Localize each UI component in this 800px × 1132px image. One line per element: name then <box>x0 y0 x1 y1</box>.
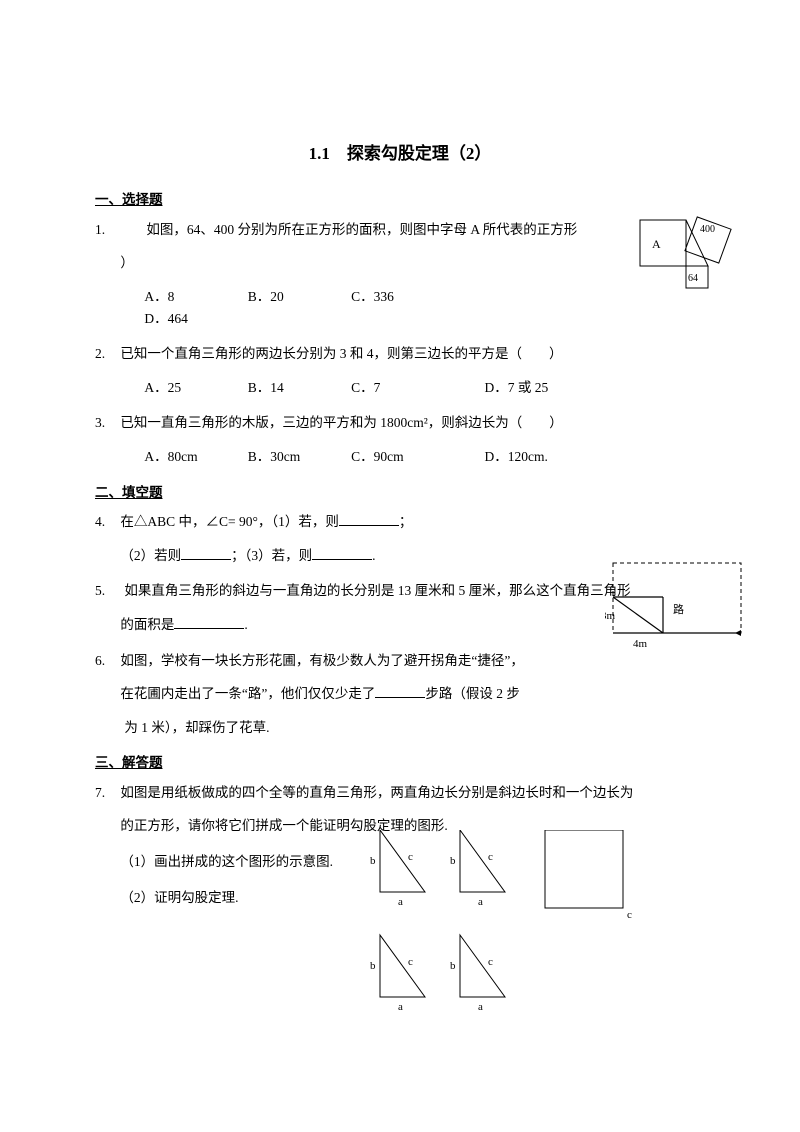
q1-text-a: 如图，64、400 分别为所在正方形的面积，则图中字母 A 所代表的正方形 <box>146 222 577 237</box>
blank <box>181 547 231 560</box>
svg-text:b: b <box>450 960 456 972</box>
q5-line2: 的面积是. <box>120 614 680 636</box>
q3-text: 已知一直角三角形的木版，三边的平方和为 1800cm²，则斜边长为（ ） <box>120 415 562 430</box>
q5-text-a: 如果直角三角形的斜边与一直角边的长分别是 13 厘米和 5 厘米，那么这个直角三… <box>124 583 630 598</box>
question-3: 3. 已知一直角三角形的木版，三边的平方和为 1800cm²，则斜边长为（ ） … <box>95 412 705 467</box>
blank <box>174 616 244 629</box>
q2-optA: A．25 <box>144 377 244 399</box>
page-title: 1.1 探索勾股定理（2） <box>95 140 705 167</box>
q1-body: 如图，64、400 分别为所在正方形的面积，则图中字母 A 所代表的正方形 ） … <box>120 219 590 329</box>
q5-body: 如果直角三角形的斜边与一直角边的长分别是 13 厘米和 5 厘米，那么这个直角三… <box>120 580 680 635</box>
figure-flowerbed: 路 3m 4m <box>605 557 750 652</box>
q1-optA: A．8 <box>144 286 244 308</box>
svg-text:a: a <box>478 896 483 908</box>
q4-text: 在△ABC 中，∠C= 90°，（1）若，则 <box>120 514 339 529</box>
q3-optC: C．90cm <box>351 446 481 468</box>
figure-triangles: b c a b c a c b c a <box>370 830 710 1030</box>
q2-text: 已知一个直角三角形的两边长分别为 3 和 4，则第三边长的平方是（ ） <box>120 346 562 361</box>
q5-num: 5. <box>95 580 117 602</box>
q7-text-a: 如图是用纸板做成的四个全等的直角三角形，两直角边长分别是斜边长时和一个边长为 <box>120 785 633 800</box>
q6-text-a: 如图，学校有一块长方形花圃，有极少数人为了避开拐角走“捷径”， <box>120 653 523 668</box>
q4-sub: （2）若则 ；（3）若，则. <box>120 545 680 567</box>
question-2: 2. 已知一个直角三角形的两边长分别为 3 和 4，则第三边长的平方是（ ） A… <box>95 343 705 398</box>
q2-options: A．25 B．14 C．7 D．7 或 25 <box>144 377 680 399</box>
svg-text:c: c <box>488 956 493 968</box>
svg-text:a: a <box>478 1001 483 1013</box>
svg-text:c: c <box>488 851 493 863</box>
svg-text:a: a <box>398 896 403 908</box>
svg-text:b: b <box>370 960 376 972</box>
q1-optD: D．464 <box>144 308 254 330</box>
q7-num: 7. <box>95 782 117 804</box>
q1-options: A．8 B．20 C．336 D．464 <box>144 286 590 329</box>
q6-body: 如图，学校有一块长方形花圃，有极少数人为了避开拐角走“捷径”， 在花圃内走出了一… <box>120 650 580 739</box>
fig2-y: 3m <box>605 610 616 622</box>
svg-text:c: c <box>408 851 413 863</box>
q2-optC: C．7 <box>351 377 481 399</box>
q1-optC: C．336 <box>351 286 481 308</box>
q3-optD: D．120cm. <box>485 446 595 468</box>
fig1-64: 64 <box>688 273 698 284</box>
q3-body: 已知一直角三角形的木版，三边的平方和为 1800cm²，则斜边长为（ ） A．8… <box>120 412 680 467</box>
q3-optA: A．80cm <box>144 446 244 468</box>
q4-tail: ； <box>399 514 413 529</box>
q4-sub-t: . <box>372 548 375 563</box>
q2-num: 2. <box>95 343 117 365</box>
q4-body: 在△ABC 中，∠C= 90°，（1）若，则 ； （2）若则 ；（3）若，则. <box>120 511 680 566</box>
q1-optB: B．20 <box>248 286 348 308</box>
svg-text:c: c <box>408 956 413 968</box>
q3-options: A．80cm B．30cm C．90cm D．120cm. <box>144 446 680 468</box>
q6-num: 6. <box>95 650 117 672</box>
q1-num: 1. <box>95 219 117 241</box>
question-1: 1. 如图，64、400 分别为所在正方形的面积，则图中字母 A 所代表的正方形… <box>95 219 705 329</box>
svg-text:b: b <box>370 855 376 867</box>
svg-text:b: b <box>450 855 456 867</box>
q4-sub-m: ；（3）若，则 <box>231 548 312 563</box>
fig2-x: 4m <box>633 638 648 650</box>
q6-text-b: 在花圃内走出了一条“路”，他们仅仅少走了 <box>120 686 375 701</box>
q2-body: 已知一个直角三角形的两边长分别为 3 和 4，则第三边长的平方是（ ） A．25… <box>120 343 680 398</box>
q6-line3: 为 1 米），却踩伤了花草. <box>120 717 580 739</box>
blank <box>312 547 372 560</box>
q2-optB: B．14 <box>248 377 348 399</box>
q6-text-c: 步路（假设 2 步 <box>425 686 520 701</box>
svg-text:c: c <box>627 909 632 921</box>
fig1-400: 400 <box>700 224 715 235</box>
q5-text-b: 的面积是 <box>120 617 174 632</box>
section-fill: 二、填空题 <box>95 482 705 504</box>
page-root: 1.1 探索勾股定理（2） 一、选择题 1. 如图，64、400 分别为所在正方… <box>0 0 800 1132</box>
q6-text-d: 为 1 米），却踩伤了花草. <box>124 720 269 735</box>
q1-text-b: ） <box>120 252 590 274</box>
blank <box>375 685 425 698</box>
figure-squares: A 64 400 <box>630 212 750 297</box>
svg-text:a: a <box>398 1001 403 1013</box>
fig2-lab: 路 <box>673 603 684 616</box>
section-answer: 三、解答题 <box>95 752 705 774</box>
question-6: 6. 如图，学校有一块长方形花圃，有极少数人为了避开拐角走“捷径”， 在花圃内走… <box>95 650 705 739</box>
q2-optD: D．7 或 25 <box>485 377 595 399</box>
q5-tail: . <box>244 617 247 632</box>
section-choice: 一、选择题 <box>95 189 705 211</box>
q4-num: 4. <box>95 511 117 533</box>
blank <box>339 513 399 526</box>
q4-sub-a: （2）若则 <box>120 548 181 563</box>
fig1-A: A <box>652 237 661 251</box>
q3-optB: B．30cm <box>248 446 348 468</box>
q6-line2: 在花圃内走出了一条“路”，他们仅仅少走了 步路（假设 2 步 <box>120 683 580 705</box>
q3-num: 3. <box>95 412 117 434</box>
